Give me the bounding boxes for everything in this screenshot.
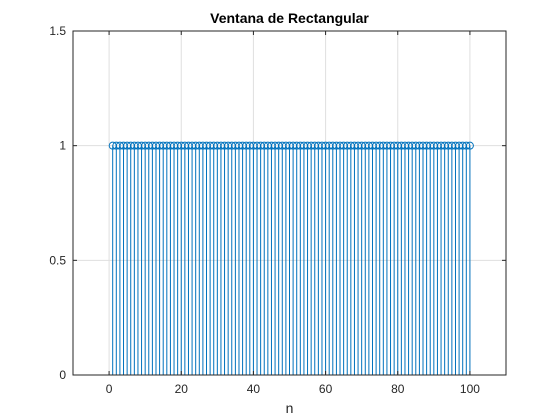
chart-title: Ventana de Rectangular	[210, 10, 369, 26]
x-tick-label: 80	[391, 382, 405, 396]
x-tick-labels: 0 20 40 60 80 100	[106, 382, 481, 396]
x-tick-label: 20	[175, 382, 189, 396]
y-tick-label: 1	[59, 139, 66, 153]
stem-marker	[465, 141, 474, 150]
y-tick-label: 0	[59, 368, 66, 382]
x-tick-label: 60	[319, 382, 333, 396]
y-tick-label: 1.5	[49, 24, 66, 38]
y-tick-labels: 0 0.5 1 1.5	[49, 24, 66, 382]
x-tick-label: 100	[460, 382, 480, 396]
markers	[108, 141, 474, 150]
stems	[112, 145, 471, 375]
axes-box	[72, 30, 507, 376]
x-axis-label: n	[286, 400, 294, 416]
ticks	[73, 30, 506, 376]
x-tick-label: 0	[106, 382, 113, 396]
stem-marker	[462, 141, 471, 150]
y-tick-label: 0.5	[49, 253, 66, 267]
x-tick-label: 40	[247, 382, 261, 396]
